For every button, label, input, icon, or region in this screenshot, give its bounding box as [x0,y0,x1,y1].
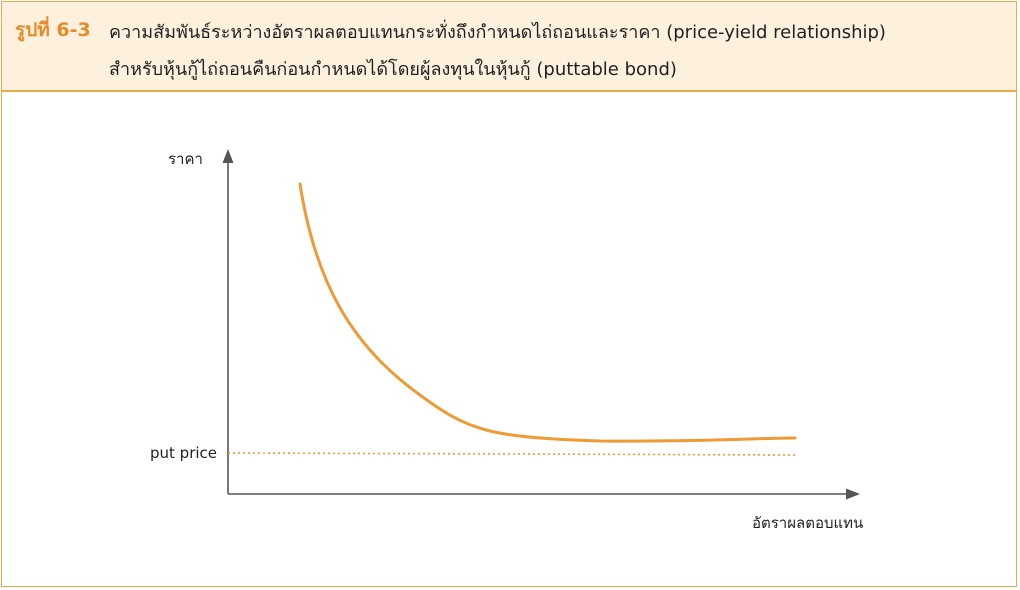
caption-line-1: ความสัมพันธ์ระหว่างอัตราผลตอบแทนกระทั่งถ… [109,22,886,43]
figure-header: รูปที่ 6-3 ความสัมพันธ์ระหว่างอัตราผลตอบ… [2,2,1016,92]
put-price-label: put price [150,444,217,462]
x-axis-label: อัตราผลตอบแทน [752,514,863,532]
figure-label: รูปที่ 6-3 [15,19,91,41]
x-axis-arrowhead [846,488,860,500]
price-yield-curve [298,182,797,443]
put-price-line [227,452,799,456]
caption-line-2: สำหรับหุ้นกู้ไถ่ถอนคืนก่อนกำหนดได้โดยผู้… [109,59,677,80]
y-axis-arrowhead [222,149,234,163]
y-axis-label: ราคา [168,150,203,168]
